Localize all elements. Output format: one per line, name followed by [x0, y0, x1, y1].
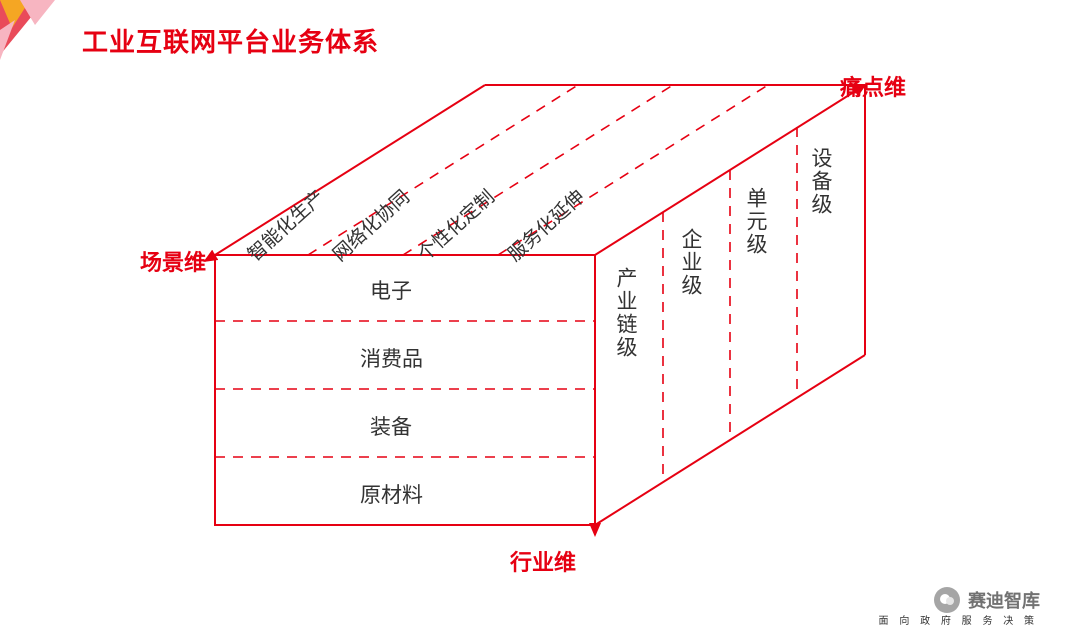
axis-pain-label: 痛点维: [840, 70, 906, 102]
cube-diagram: 场景维 痛点维 行业维 电子 消费品 装备 原材料 智能化生产 网络化协同 个性…: [150, 65, 930, 585]
front-row-1: 消费品: [360, 343, 423, 373]
cube-svg: [150, 65, 930, 585]
front-row-0: 电子: [370, 275, 412, 305]
corner-decoration-icon: [0, 0, 70, 70]
axis-industry-label: 行业维: [510, 545, 576, 577]
watermark-text: 赛迪智库: [968, 587, 1040, 613]
front-row-3: 原材料: [360, 479, 423, 509]
side-col-1: 企业级: [675, 228, 705, 297]
watermark-subtext: 面 向 政 府 服 务 决 策: [879, 612, 1038, 627]
side-col-0: 产业链级: [610, 267, 640, 359]
wechat-icon: [934, 587, 960, 613]
watermark: 赛迪智库: [934, 587, 1040, 613]
front-row-2: 装备: [370, 411, 412, 441]
side-col-3: 设备级: [805, 147, 835, 216]
axis-scene-label: 场景维: [140, 245, 206, 277]
side-col-2: 单元级: [740, 187, 770, 256]
page-title: 工业互联网平台业务体系: [82, 22, 379, 59]
